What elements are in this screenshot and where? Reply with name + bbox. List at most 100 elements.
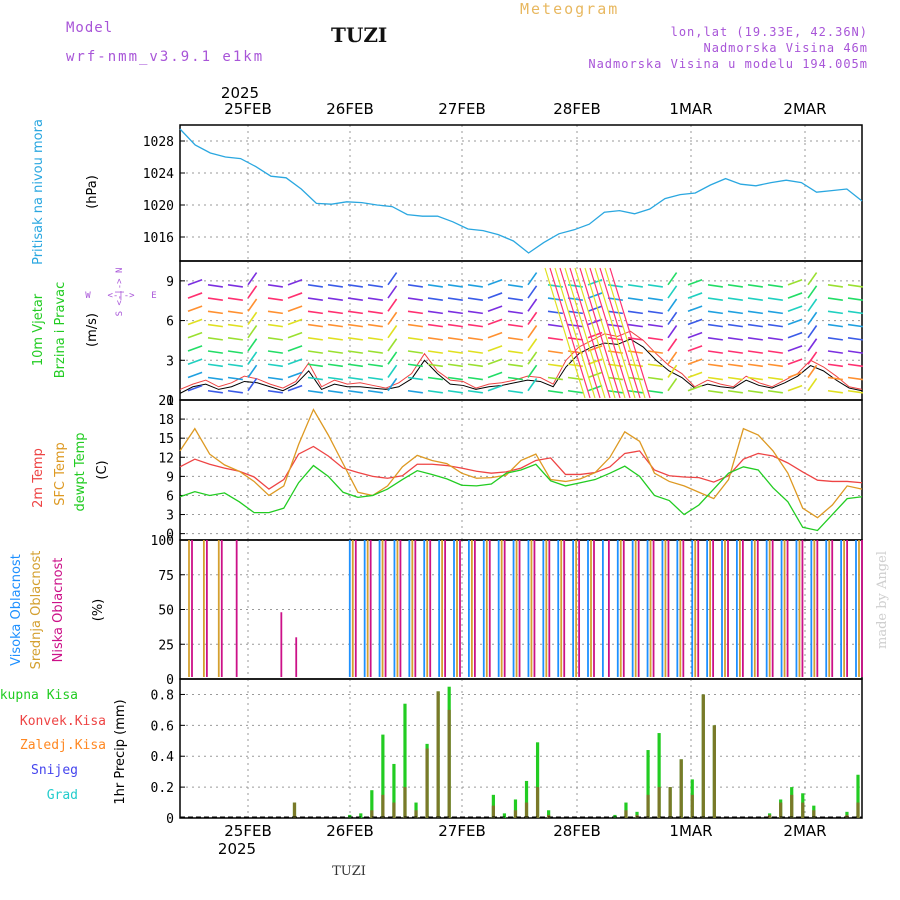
wind-arrow-96 [747,363,763,368]
wind-arrow-80 [427,363,443,368]
wind-arrow-117 [487,345,503,352]
wind-arrow-84 [507,363,523,368]
wind-arrow-47 [447,376,463,381]
wind-arrow-61 [727,376,743,381]
wind-arrow-35 [207,376,223,381]
ytick-label-1-3: 9 [166,275,174,290]
bottom-date-label-1: 26FEB [326,822,373,840]
bottom-date-label-3: 28FEB [553,822,600,840]
top-year-label: 2025 [221,84,259,102]
wind-arrow-225 [607,310,623,315]
wind-arrow-269 [807,285,818,299]
precip-total-bar-18 [381,734,385,818]
wind-arrow-76 [347,363,363,368]
wind-arrow-254 [507,297,523,301]
wind-arrow-189 [567,323,583,328]
wind-arrow-311 [569,267,611,399]
wind-arrow-229 [687,305,703,313]
wind-arrow-20 [587,384,603,392]
ytick-label-2-4: 12 [158,451,174,466]
wind-arrow-317 [599,267,641,399]
wind-arrow-101 [847,363,863,368]
wind-arrow-129 [727,350,743,354]
wind-arrow-190 [587,318,603,326]
wind-arrow-258 [587,292,603,299]
wind-arrow-279 [327,284,343,288]
wind-arrow-67 [847,376,863,381]
ytick-label-3-1: 25 [158,638,174,653]
wind-arrow-73 [287,358,303,366]
precip-conv-bar-55 [790,794,794,818]
wind-arrow-241 [247,285,258,299]
bottom-date-label-0: 25FEB [224,822,271,840]
wind-arrow-233 [767,310,783,315]
precip-legend-1: Konvek.Kisa [20,714,106,729]
model-label: Model [66,20,114,36]
precip-conv-bar-23 [436,691,440,818]
wind-arrow-82 [467,363,483,368]
temp-line-1 [179,408,863,519]
precip-conv-bar-33 [547,814,551,818]
wind-arrow-31 [807,377,818,392]
wind-arrow-93 [687,358,703,366]
wind-arrow-187 [527,311,538,326]
precip-conv-bar-28 [491,805,495,818]
chart-title: Meteogram [520,0,620,18]
wind-arrow-88 [587,358,603,366]
wind-arrow-38 [267,376,283,381]
wind-arrow-86 [547,363,563,368]
wind-arrow-132 [787,345,803,352]
ytick-label-4-3: 0.6 [151,719,174,734]
wind-arrow-315 [589,267,631,399]
wind-arrow-313 [579,267,621,399]
temp-unit: (C) [95,460,110,479]
wind-arrow-182 [427,323,443,328]
wind-arrow-142 [307,336,323,341]
precip-conv-bar-46 [690,794,694,818]
wind-arrow-270 [827,297,843,301]
wind-arrow-33 [847,389,863,394]
precip-conv-bar-60 [845,814,849,818]
wind-arrow-52 [547,376,563,381]
wind-arrow-163 [727,336,743,341]
wind-arrow-272 [187,278,203,286]
ytick-label-2-3: 9 [166,470,174,485]
wind-arrow-51 [527,364,538,378]
model-elevation-label: Nadmorska Visina u modelu 194.005m [588,57,868,71]
wind-arrow-204 [187,305,203,313]
ytick-label-4-0: 0 [166,812,174,827]
wind-arrow-226 [627,310,643,315]
wind-arrow-308 [554,267,596,399]
wind-arrow-155 [567,336,583,341]
precip-legend-2: Zaledj.Kisa [20,738,106,753]
wind-arrow-39 [287,371,303,379]
bottom-date-label-5: 2MAR [783,822,826,840]
wind-arrow-310 [564,267,606,399]
wind-arrow-116 [467,350,483,354]
wind-arrow-297 [687,278,703,286]
wind-arrow-128 [707,350,723,354]
wind-arrow-282 [387,272,398,286]
panel-frame-0 [179,124,863,262]
ytick-label-1-1: 3 [166,354,174,369]
wind-arrow-234 [787,305,803,313]
wind-arrow-319 [609,267,651,399]
ytick-label-3-2: 50 [158,604,174,619]
wind-arrow-56 [627,376,643,381]
wind-arrow-276 [267,284,283,288]
precip-total-bar-30 [513,799,518,818]
wind-arrow-314 [584,267,626,399]
wind-arrow-303 [807,272,818,286]
precip-total-bar-61 [856,774,860,818]
wind-arrow-68 [187,358,203,366]
model-name: wrf-nmm_v3.9.1 e1km [66,49,265,65]
ytick-label-0-2: 1024 [143,167,174,182]
temp-ylabel-2m: 2m Temp [31,448,46,508]
pressure-unit: (hPa) [85,175,100,209]
wind-arrow-100 [827,363,843,368]
precip-conv-bar-56 [801,802,805,818]
wind-arrow-146 [387,325,398,339]
wind-arrow-45 [407,376,423,381]
wind-arrow-192 [627,323,643,328]
wind-arrow-21 [607,389,623,394]
